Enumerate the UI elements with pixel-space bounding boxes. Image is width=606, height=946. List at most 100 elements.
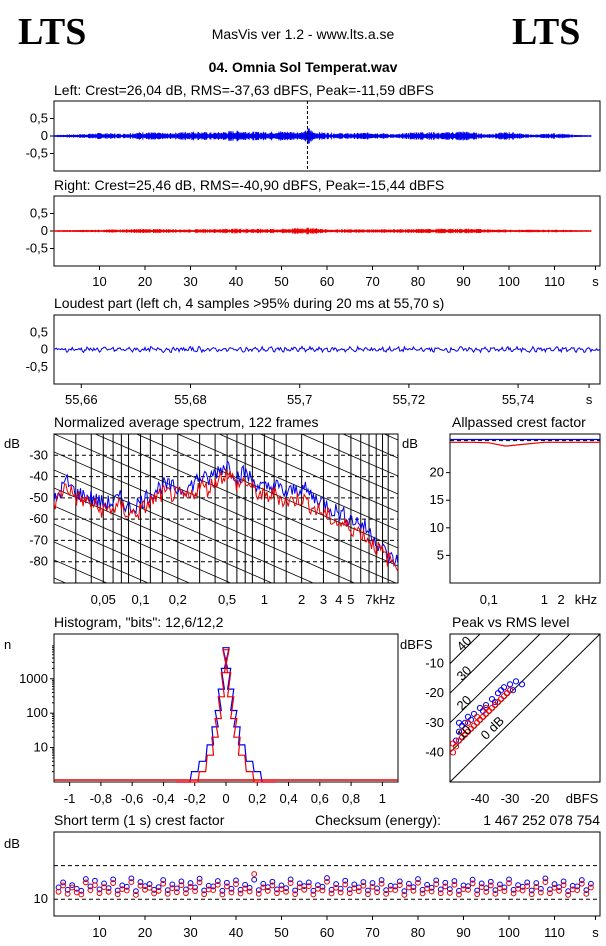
- short-term-point-left: [537, 885, 544, 892]
- peak-rms-point-left: [491, 698, 499, 706]
- spectrum-slope-line: [341, 434, 398, 459]
- short-term-point-left: [578, 877, 585, 883]
- short-term-point-right: [346, 890, 353, 897]
- short-term-point-left: [319, 883, 326, 890]
- peak-rms-point-left: [476, 704, 484, 712]
- short-term-point-left: [292, 887, 299, 894]
- short-term-point-left: [437, 886, 444, 893]
- spectrum-ytick: -40: [29, 469, 48, 484]
- short-term-xtick: 70: [365, 925, 379, 940]
- crest-factor-ytick: 5: [437, 547, 444, 562]
- loudest-part-ytick: -0,5: [26, 359, 48, 374]
- short-term-point-right: [142, 886, 148, 893]
- histogram-series-right: [176, 649, 276, 783]
- left-waveform-ytick: -0,5: [26, 146, 48, 161]
- short-term-point-right: [551, 884, 558, 891]
- short-term-point-right: [419, 890, 426, 897]
- spectrum-frame: [53, 433, 399, 584]
- short-term-point-right: [487, 882, 494, 889]
- crest-factor-series-right: [450, 441, 600, 447]
- peak-rms-point-right: [479, 713, 487, 720]
- peak-rms-point-left: [482, 701, 490, 709]
- short-term-point-right: [233, 881, 239, 887]
- peak-rms-point-left: [470, 710, 478, 718]
- short-term-point-right: [69, 884, 76, 891]
- short-term-point-right: [519, 887, 526, 894]
- short-term-xtick: 80: [411, 925, 425, 940]
- peak-rms-point-right: [482, 704, 490, 712]
- spectrum-xtick: 1: [261, 592, 268, 607]
- short-term-point-left: [342, 877, 349, 884]
- short-term-point-right: [301, 886, 308, 893]
- short-term-point-right: [123, 887, 130, 894]
- left-waveform-ytick: 0,5: [30, 111, 48, 126]
- peak-rms-diagonal: [450, 634, 600, 782]
- short-term-point-right: [406, 884, 412, 891]
- short-term-point-right: [333, 884, 340, 891]
- spectrum-series-right: [54, 469, 398, 572]
- histogram-xtick: 0: [222, 791, 229, 806]
- crest-factor-khz-label: kHz: [575, 592, 597, 607]
- short-term-point-left: [442, 879, 449, 886]
- peak-rms-xunit: dBFS: [566, 791, 599, 806]
- lts-logo-left: LTS: [18, 11, 86, 53]
- short-term-point-left: [251, 876, 258, 883]
- histogram-xtick: -0,8: [90, 791, 112, 806]
- peak-rms-point-left: [497, 687, 505, 694]
- loudest-part-ytick: 0,5: [30, 324, 48, 339]
- short-term-xtick: 110: [544, 925, 565, 940]
- short-term-point-right: [588, 884, 594, 891]
- spectrum-ytick: -50: [29, 490, 48, 505]
- loudest-part-title: Loudest part (left ch, 4 samples >95% du…: [54, 295, 444, 311]
- short-term-point-right: [110, 880, 117, 886]
- short-term-point-right: [456, 891, 462, 898]
- short-term-point-right: [173, 889, 180, 896]
- short-term-point-right: [296, 884, 303, 891]
- time-axis-label: 30: [183, 274, 197, 289]
- spectrum-slope-line: [300, 434, 398, 477]
- short-term-point-right: [583, 890, 590, 897]
- short-term-point-left: [528, 887, 535, 894]
- short-term-point-right: [324, 878, 330, 885]
- short-term-point-right: [260, 884, 267, 891]
- histogram-ytick: 1000: [19, 671, 48, 686]
- short-term-point-left: [360, 879, 367, 885]
- time-axis-label: s: [592, 274, 599, 289]
- peak-rms-diagonal: [450, 634, 511, 694]
- histogram-xtick: 1: [379, 791, 386, 806]
- short-term-point-left: [305, 879, 312, 886]
- peak-rms-point-right: [450, 749, 457, 756]
- short-term-point-right: [292, 891, 299, 898]
- spectrum-slope-line: [54, 505, 232, 583]
- short-term-xtick: 50: [274, 925, 288, 940]
- time-axis-label: 50: [274, 274, 288, 289]
- short-term-point-right: [155, 887, 162, 894]
- spectrum-db-label: dB: [4, 436, 20, 451]
- short-term-point-left: [60, 879, 66, 886]
- peak-rms-diagonal: [450, 634, 481, 664]
- spectrum-slope-line: [176, 434, 398, 531]
- short-term-point-right: [269, 882, 276, 889]
- short-term-point-right: [328, 890, 335, 897]
- short-term-point-left: [401, 888, 408, 895]
- histogram-series-left: [176, 647, 276, 783]
- spectrum-slope-line: [54, 632, 398, 782]
- short-term-point-right: [365, 891, 371, 898]
- short-term-point-right: [565, 891, 572, 898]
- short-term-point-right: [501, 888, 508, 895]
- right-waveform-ytick: 0: [41, 223, 48, 238]
- right-waveform-title: Right: Crest=25,46 dB, RMS=-40,90 dBFS, …: [54, 177, 444, 193]
- peak-rms-xtick: -40: [471, 791, 490, 806]
- crest-factor-ytick: 15: [430, 492, 444, 507]
- peak-rms-ytick: -40: [425, 744, 444, 759]
- short-term-point-left: [474, 887, 481, 894]
- short-term-point-left: [233, 877, 239, 884]
- left-waveform-title: Left: Crest=26,04 dB, RMS=-37,63 dBFS, P…: [54, 82, 434, 98]
- short-term-point-right: [305, 883, 312, 889]
- short-term-frame: [53, 831, 601, 917]
- short-term-point-right: [383, 890, 390, 897]
- short-term-xtick: 20: [138, 925, 152, 940]
- time-axis-label: 10: [92, 274, 106, 289]
- crest-factor-xtick: 2: [558, 592, 565, 607]
- short-term-point-right: [105, 888, 112, 895]
